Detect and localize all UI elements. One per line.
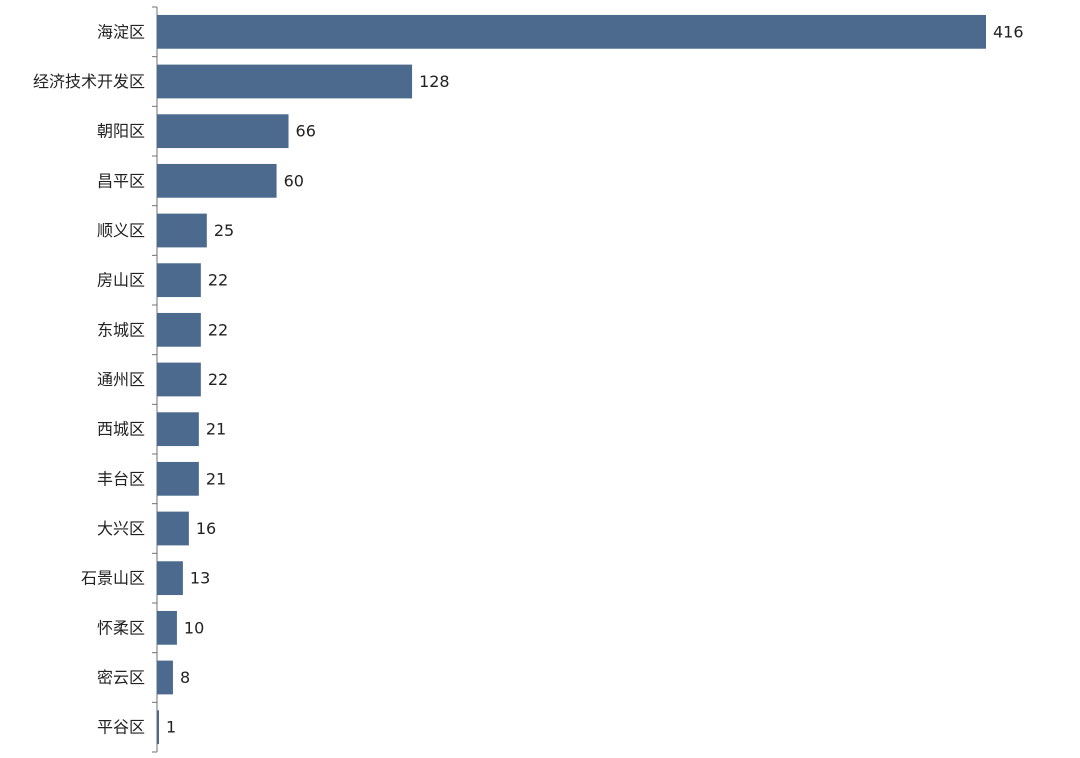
bar: [157, 660, 173, 695]
value-label: 22: [208, 320, 228, 339]
bar: [157, 64, 413, 99]
bar: [157, 610, 177, 645]
value-label: 1: [166, 718, 176, 737]
y-tick-label: 海淀区: [97, 22, 145, 41]
value-label: 22: [208, 271, 228, 290]
bar: [157, 114, 289, 149]
y-tick-label: 西城区: [97, 420, 145, 439]
y-tick-label: 东城区: [97, 320, 145, 339]
y-tick-label: 丰台区: [97, 469, 145, 488]
value-label: 21: [206, 420, 226, 439]
value-label: 25: [214, 221, 234, 240]
bar: [157, 412, 199, 447]
value-label: 21: [206, 469, 226, 488]
y-tick-label: 朝阳区: [97, 122, 145, 141]
bar: [157, 312, 201, 347]
y-tick-label: 顺义区: [97, 221, 145, 240]
bar: [157, 163, 277, 198]
y-tick-label: 平谷区: [97, 718, 145, 737]
value-label: 8: [180, 668, 190, 687]
y-tick-label: 石景山区: [81, 569, 145, 588]
y-tick-label: 大兴区: [97, 519, 145, 538]
value-label: 416: [993, 22, 1024, 41]
bar: [157, 561, 183, 596]
value-label: 128: [419, 72, 450, 91]
value-label: 60: [284, 171, 304, 190]
bar: [157, 511, 189, 546]
y-tick-label: 怀柔区: [97, 618, 145, 637]
y-tick-label: 昌平区: [97, 171, 145, 190]
y-tick-label: 密云区: [97, 668, 145, 687]
value-label: 22: [208, 370, 228, 389]
bar: [157, 213, 207, 248]
value-label: 10: [184, 618, 204, 637]
bar: [157, 263, 201, 298]
bar: [157, 14, 986, 49]
value-label: 13: [190, 569, 210, 588]
bar: [157, 710, 159, 745]
y-tick-label: 房山区: [97, 271, 145, 290]
y-tick-label: 通州区: [97, 370, 145, 389]
value-label: 66: [296, 122, 316, 141]
bar: [157, 362, 201, 397]
value-label: 16: [196, 519, 216, 538]
bar: [157, 461, 199, 496]
y-tick-label: 经济技术开发区: [33, 72, 145, 91]
